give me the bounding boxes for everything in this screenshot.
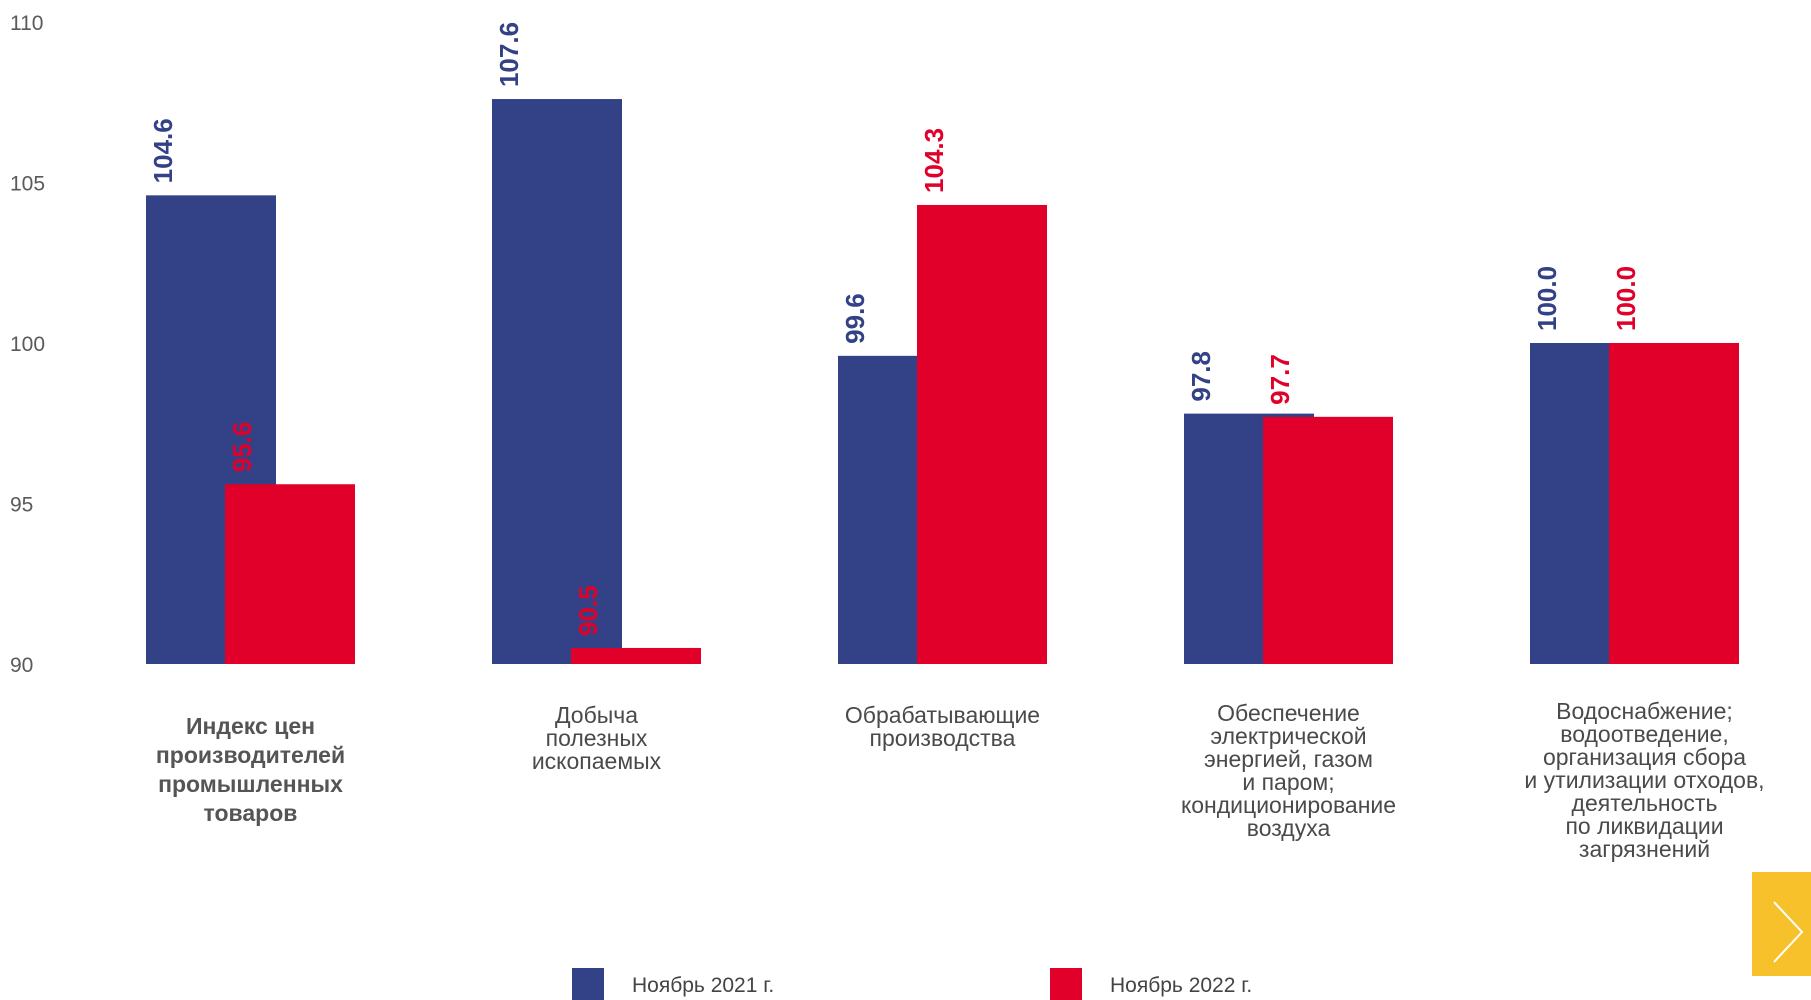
chevron-right-icon — [1773, 901, 1804, 963]
category-label: Индекс цен производителей промышленных това… — [111, 712, 391, 828]
legend-label-2022: Ноябрь 2022 г. — [1110, 974, 1253, 997]
legend-swatch-2021 — [572, 968, 604, 1000]
bar-2022 — [571, 647, 701, 664]
bar-2022 — [225, 484, 355, 664]
category-label-line: Индекс цен — [185, 713, 316, 739]
y-tick-label: 90 — [10, 654, 33, 677]
bar-value-label: 99.6 — [840, 293, 870, 344]
category-label-line: промышленных — [158, 771, 343, 797]
bar-value-label: 97.7 — [1265, 354, 1295, 405]
bars — [146, 99, 1739, 665]
bar-value-label: 90.5 — [573, 585, 603, 636]
bar-value-label: 104.6 — [148, 118, 178, 183]
category-label-line: товаров — [203, 800, 298, 826]
y-axis-ticks: 90 95 100 105 110 — [10, 12, 45, 677]
category-label-line: Обеспечение — [1217, 700, 1360, 726]
category-label-line: Добыча — [554, 702, 639, 728]
category-label-line: организация сбора — [1542, 744, 1747, 770]
category-label-line: ископаемых — [531, 748, 662, 774]
bar-value-label: 97.8 — [1186, 351, 1216, 402]
bar-value-label: 95.6 — [227, 422, 257, 473]
category-label-line: производства — [869, 725, 1016, 751]
bar-value-label: 104.3 — [919, 128, 949, 193]
next-button[interactable] — [1752, 872, 1811, 976]
bar-2021 — [492, 99, 622, 665]
category-label-line: воздуха — [1246, 815, 1331, 841]
y-tick-label: 105 — [10, 173, 45, 196]
category-label-line: кондиционирование — [1180, 792, 1397, 818]
category-label: Добыча полезных ископаемых — [457, 704, 737, 773]
bar-value-label: 100.0 — [1532, 266, 1562, 331]
y-tick-label: 95 — [10, 494, 33, 517]
category-label-line: по ликвидации — [1565, 813, 1724, 839]
bar-2022 — [1609, 343, 1739, 664]
category-label: Водоснабжение; водоотведение, организация … — [1505, 700, 1785, 861]
value-labels: 104.6 107.6 99.6 97.8 100.0 95.6 90.5 104.3 97.7… — [148, 22, 1641, 636]
category-label-line: деятельность — [1571, 790, 1718, 816]
category-label: Обеспечение электрической энергией, газом и… — [1149, 702, 1429, 840]
category-label-line: водоотведение, — [1560, 721, 1729, 747]
category-label: Обрабатывающие производства — [803, 704, 1083, 750]
category-label-line: электрической — [1210, 723, 1367, 749]
category-label-line: Водоснабжение; — [1556, 698, 1733, 724]
category-label-line: Обрабатывающие — [844, 702, 1041, 728]
bar-2022 — [1263, 416, 1393, 664]
y-tick-label: 100 — [10, 333, 45, 356]
category-label-line: энергией, газом — [1204, 746, 1373, 772]
category-label-line: загрязнений — [1578, 836, 1711, 862]
category-label-line: производителей — [155, 742, 346, 768]
bar-2022 — [917, 204, 1047, 664]
bar-value-label: 107.6 — [494, 22, 524, 87]
category-label-line: и паром; — [1242, 769, 1335, 795]
legend-swatch-2022 — [1050, 968, 1082, 1000]
bar-value-label: 100.0 — [1611, 266, 1641, 331]
bar-chart: 90 95 100 105 110 104.6 107.6 99.6 97.8 100.0 95.… — [10, 12, 1739, 677]
legend-label-2021: Ноябрь 2021 г. — [632, 974, 775, 997]
y-tick-label: 110 — [10, 12, 43, 35]
category-label-line: и утилизации отходов, — [1524, 767, 1765, 793]
category-label-line: полезных — [545, 725, 648, 751]
